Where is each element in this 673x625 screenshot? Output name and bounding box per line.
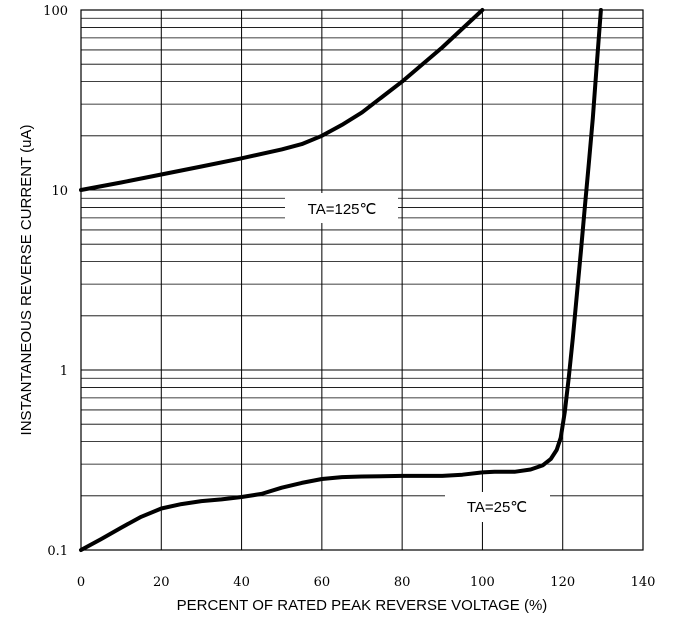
series-line-ta-125 [79, 8, 485, 192]
y-tick-label: 100 [43, 4, 68, 19]
x-tick-label: 0 [77, 575, 85, 590]
x-tick-label: 40 [233, 575, 250, 590]
x-tick-label: 120 [550, 575, 575, 590]
y-tick-label: 10 [51, 184, 68, 199]
y-tick-label: 0.1 [47, 544, 68, 559]
y-axis-title: INSTANTANEOUS REVERSE CURRENT (uA) [18, 125, 35, 436]
x-tick-label: 100 [470, 575, 495, 590]
annotations: TA=125℃ TA=25℃ [285, 193, 550, 522]
x-axis-title: PERCENT OF RATED PEAK REVERSE VOLTAGE (%… [177, 597, 548, 614]
annotation-ta-25: TA=25℃ [467, 499, 527, 516]
grid-lines [80, 10, 644, 551]
annotation-ta-125: TA=125℃ [308, 201, 377, 218]
plot-frame [80, 9, 644, 551]
x-tick-label: 60 [314, 575, 331, 590]
data-curves [79, 8, 603, 552]
x-tick-label: 20 [153, 575, 170, 590]
x-tick-label: 80 [394, 575, 411, 590]
series-line-ta-25 [79, 8, 603, 552]
y-tick-labels: 0.1 1 10 100 [43, 4, 68, 559]
y-tick-label: 1 [60, 364, 68, 379]
x-tick-label: 140 [631, 575, 656, 590]
x-tick-labels: 0 20 40 60 80 100 120 140 [77, 575, 656, 590]
annotation-125-background [285, 193, 398, 223]
annotation-25-background [445, 492, 550, 522]
